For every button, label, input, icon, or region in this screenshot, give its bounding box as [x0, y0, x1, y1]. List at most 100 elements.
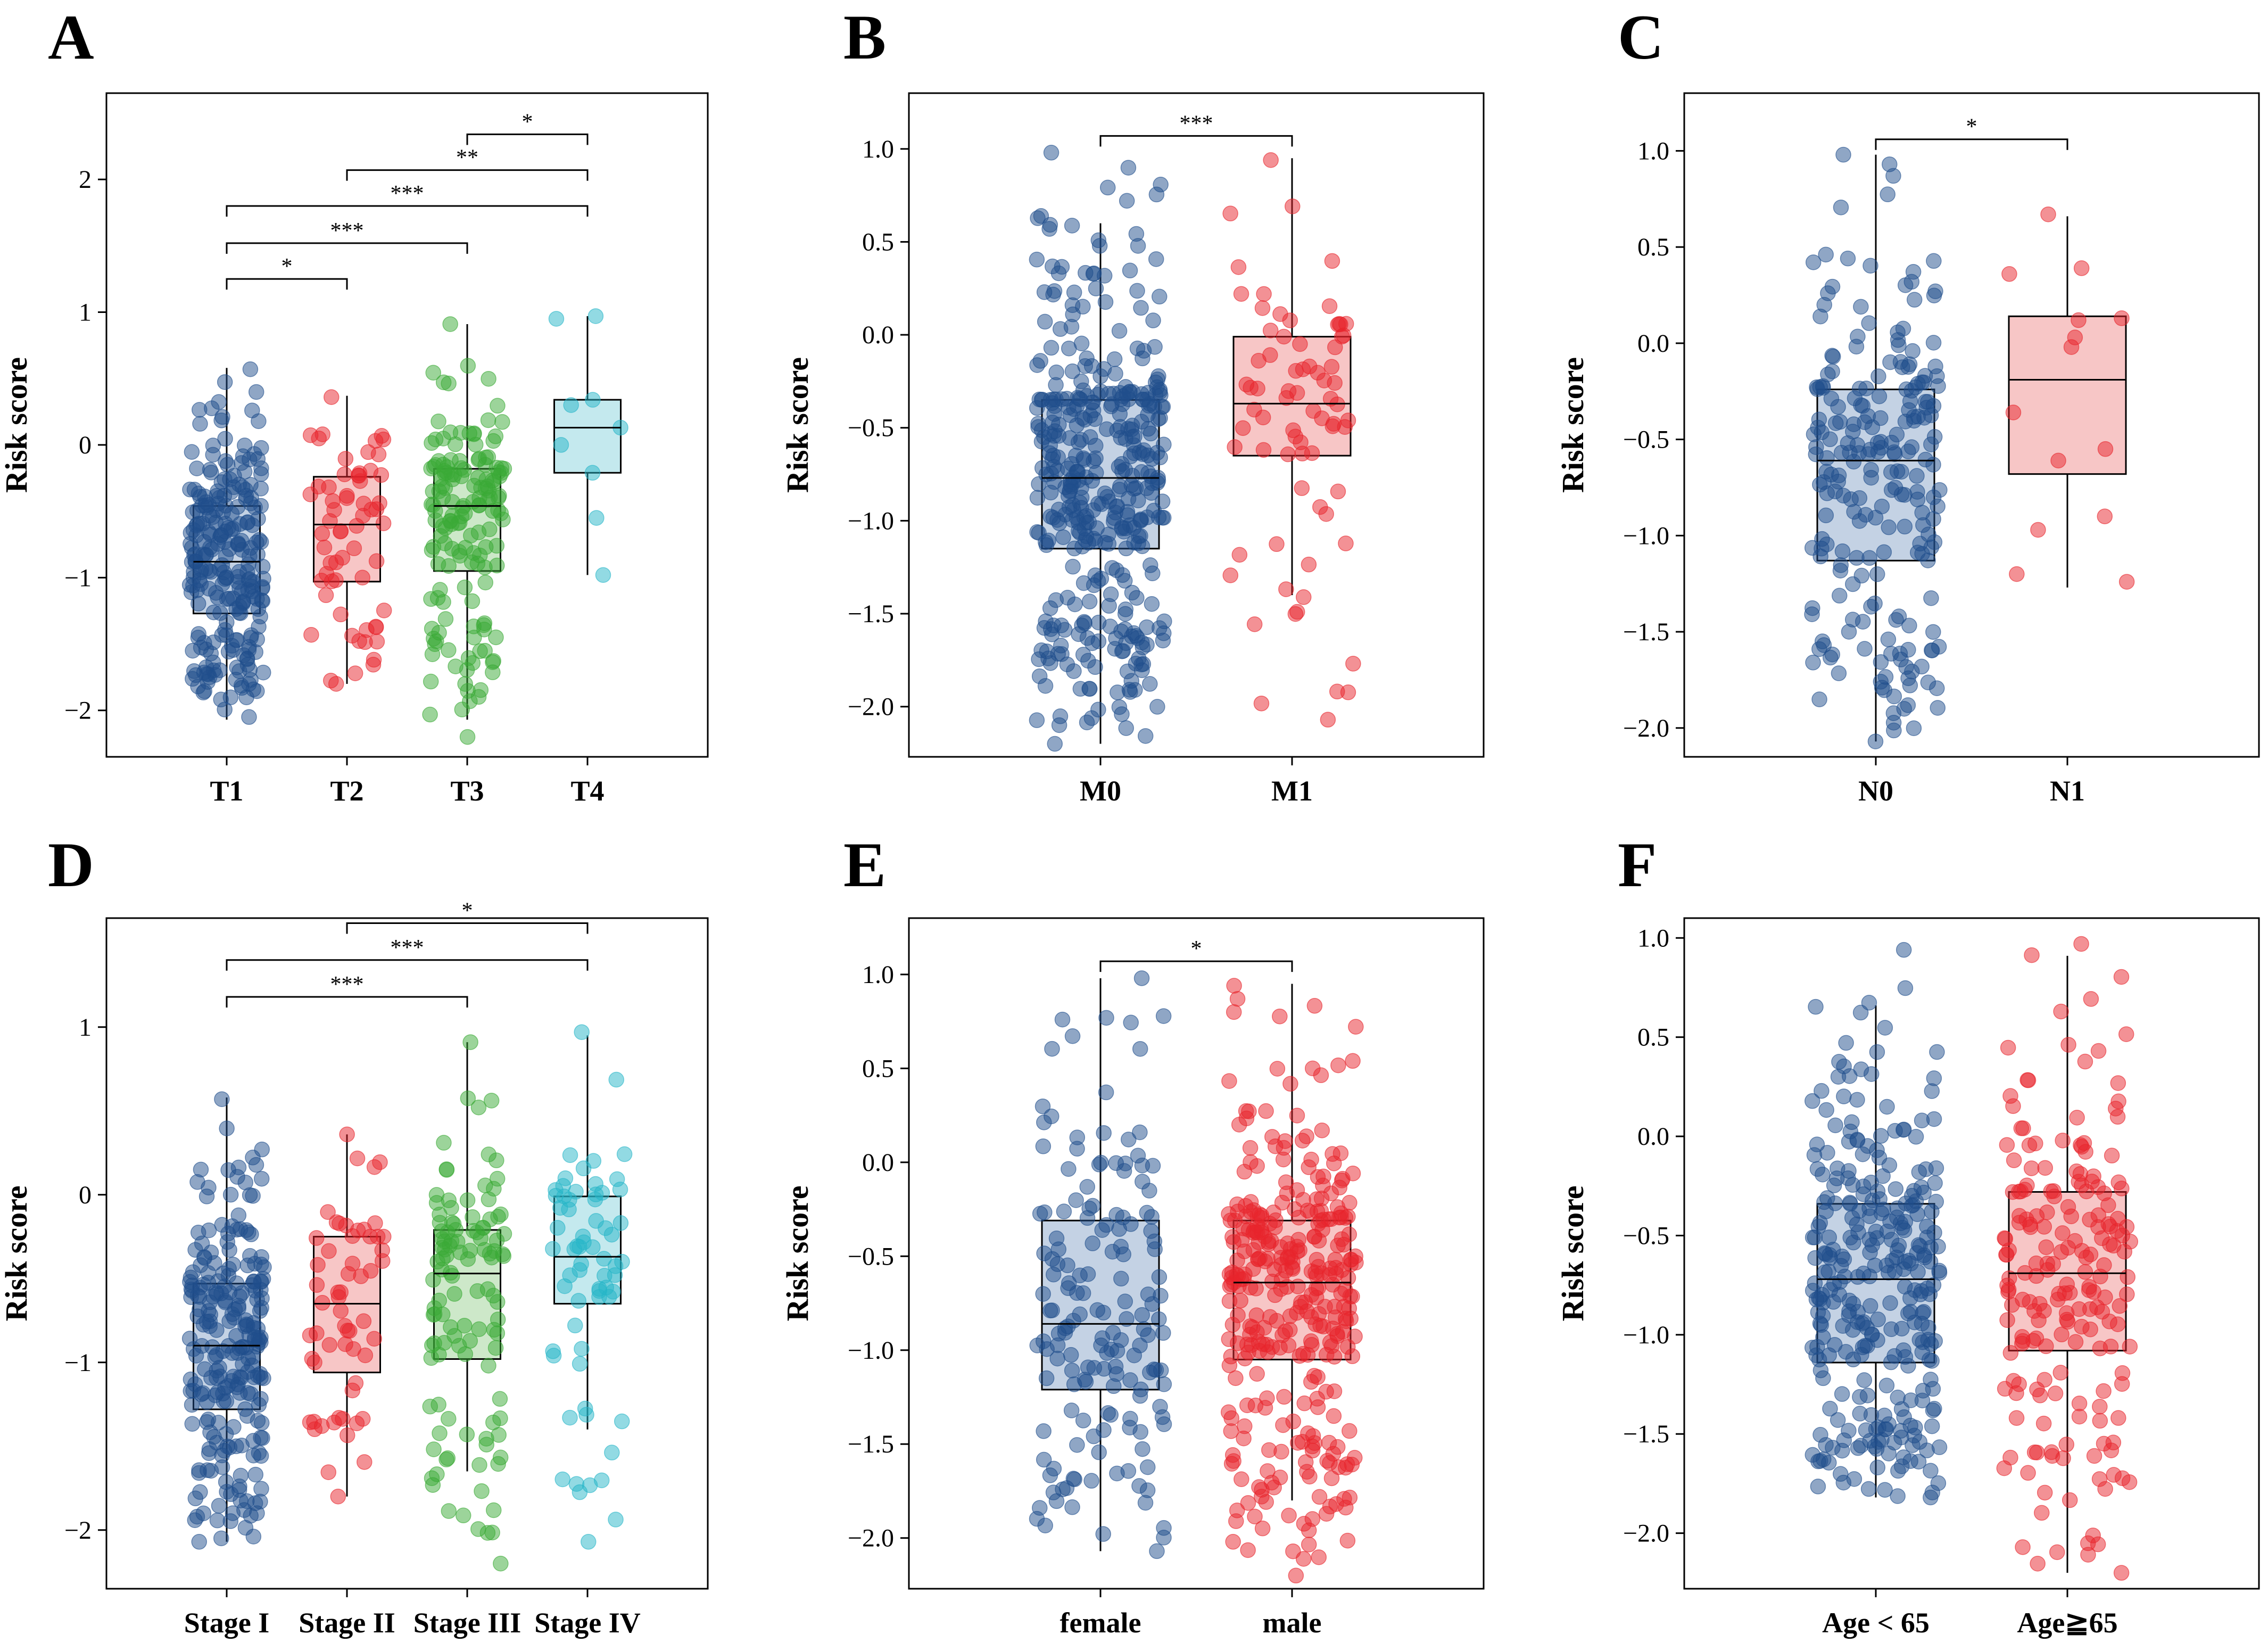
data-point — [495, 511, 511, 527]
data-point — [241, 709, 257, 725]
panel-letter: D — [48, 829, 94, 900]
data-point — [1240, 1542, 1256, 1558]
data-point — [1122, 1419, 1138, 1435]
data-point — [1124, 584, 1140, 601]
y-tick-label: 0.5 — [1637, 233, 1669, 261]
data-point — [1133, 300, 1149, 316]
box-group-age-65 — [1996, 936, 2139, 1581]
y-tick-label: −1.5 — [848, 600, 894, 628]
data-point — [248, 384, 264, 400]
data-point — [477, 642, 493, 659]
data-point — [1922, 1286, 1938, 1302]
box-group-stage-ii — [302, 1126, 392, 1505]
data-point — [210, 589, 226, 606]
data-point — [191, 1534, 208, 1550]
data-point — [1302, 1204, 1319, 1220]
data-point — [495, 1246, 511, 1262]
data-point — [325, 493, 341, 509]
data-point — [1321, 298, 1338, 314]
y-tick-label: 0.5 — [1637, 1023, 1669, 1052]
data-point — [2073, 260, 2090, 276]
data-point — [457, 1317, 473, 1334]
data-point — [1903, 439, 1920, 455]
data-point — [2060, 1037, 2076, 1053]
data-point — [1833, 557, 1849, 573]
data-point — [2114, 1376, 2130, 1392]
data-point — [1819, 450, 1835, 466]
data-point — [1064, 456, 1080, 472]
data-point — [2112, 1298, 2128, 1314]
data-point — [1229, 990, 1246, 1007]
data-point — [374, 1253, 391, 1269]
data-point — [1035, 1138, 1052, 1154]
data-point — [2077, 1053, 2093, 1070]
data-point — [457, 579, 473, 596]
data-point — [1914, 1112, 1930, 1128]
data-point — [2045, 1256, 2061, 1272]
data-point — [1055, 529, 1071, 546]
data-point — [1807, 1229, 1823, 1245]
data-point — [1143, 485, 1160, 501]
y-tick-label: −0.5 — [848, 1242, 894, 1270]
data-point — [451, 544, 467, 560]
data-point — [1277, 1133, 1293, 1149]
panel-E: E Risk score −2.0 −1.5 −1.0 −0.5 0.0 0.5 1.0 fema… — [780, 829, 1485, 1639]
data-point — [2071, 1408, 2088, 1425]
data-point — [182, 481, 198, 498]
data-point — [1883, 1321, 1899, 1338]
data-point — [2050, 452, 2066, 469]
significance-label: * — [462, 898, 473, 923]
data-point — [1269, 536, 1285, 552]
significance-label: * — [282, 254, 293, 279]
data-point — [471, 1457, 487, 1473]
y-tick-label: −2.0 — [848, 693, 894, 721]
data-point — [2118, 1026, 2134, 1042]
data-point — [1859, 1338, 1875, 1354]
data-point — [1926, 287, 1942, 303]
data-point — [311, 431, 327, 447]
data-point — [376, 602, 392, 618]
data-point — [1093, 1154, 1109, 1171]
data-point — [1139, 619, 1155, 635]
data-point — [459, 729, 476, 745]
data-point — [1876, 1407, 1892, 1424]
bracket-line — [346, 169, 589, 181]
data-point — [1281, 1507, 1297, 1524]
plot-frame — [908, 917, 1485, 1590]
data-point — [212, 605, 228, 621]
data-point — [2104, 1148, 2120, 1163]
data-point — [334, 550, 351, 566]
data-point — [1869, 566, 1885, 582]
data-point — [1838, 1035, 1854, 1051]
y-tick-label: 2 — [79, 166, 92, 194]
data-point — [1342, 1423, 1358, 1439]
data-point — [1272, 1008, 1288, 1025]
significance-label: *** — [391, 181, 424, 206]
data-point — [1850, 1304, 1866, 1320]
data-point — [1091, 238, 1108, 254]
box-group-n0 — [1804, 146, 1948, 749]
data-point — [203, 1463, 219, 1479]
data-point — [1030, 419, 1046, 435]
data-point — [1295, 1345, 1311, 1362]
data-point — [1853, 1061, 1869, 1077]
data-point — [214, 576, 230, 592]
x-tick-label: Age < 65 — [1822, 1607, 1930, 1639]
y-tick-label: 0.0 — [1637, 1122, 1669, 1151]
data-point — [568, 1184, 584, 1200]
data-point — [1059, 590, 1075, 606]
data-point — [339, 1427, 355, 1443]
data-point — [210, 1415, 227, 1431]
data-point — [488, 629, 504, 646]
data-point — [1275, 1151, 1292, 1168]
data-point — [2030, 1556, 2046, 1572]
y-tick-label: 1 — [79, 299, 92, 327]
significance-label: *** — [330, 219, 364, 243]
data-point — [355, 508, 371, 524]
data-point — [1930, 1475, 1947, 1491]
data-point — [2090, 1536, 2106, 1553]
data-point — [2082, 1301, 2098, 1317]
data-point — [1262, 323, 1279, 339]
data-point — [457, 676, 473, 692]
data-point — [1311, 1489, 1328, 1505]
